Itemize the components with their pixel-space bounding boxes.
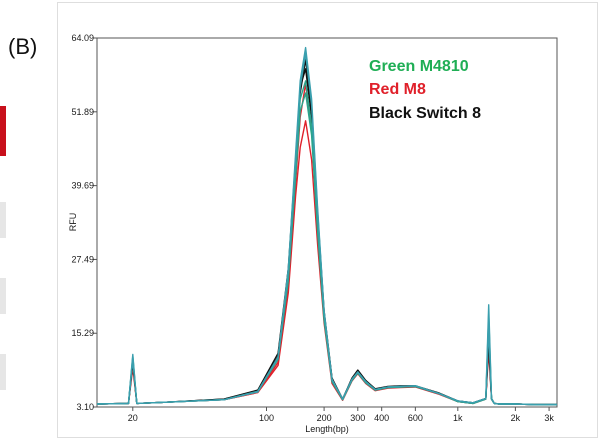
figure-frame (57, 2, 598, 438)
y-axis: 3.10 15.29 27.49 39.69 51.89 64.09 (71, 33, 97, 412)
x-tick-label: 3k (544, 413, 554, 423)
side-marker (0, 354, 6, 390)
side-marker (0, 278, 6, 314)
x-tick-label: 100 (259, 413, 274, 423)
y-tick-label: 3.10 (76, 402, 94, 412)
side-marker-red (0, 106, 6, 156)
y-tick-label: 64.09 (71, 33, 94, 43)
x-tick-label: 400 (374, 413, 389, 423)
y-tick-label: 27.49 (71, 254, 94, 264)
x-tick-label: 2k (511, 413, 521, 423)
series-line-8 (96, 53, 557, 406)
legend-entry-green: Green M4810 (369, 58, 469, 75)
y-tick-label: 15.29 (71, 328, 94, 338)
x-axis: 20 100 200 300 400 600 1k 2k 3k (128, 407, 554, 423)
series-layer (96, 46, 557, 406)
x-tick-label: 600 (408, 413, 423, 423)
x-tick-label: 1k (453, 413, 463, 423)
x-axis-title: Length(bp) (305, 424, 349, 434)
y-axis-title: RFU (68, 213, 78, 232)
x-tick-label: 20 (128, 413, 138, 423)
legend-entry-red: Red M8 (369, 81, 426, 98)
side-marker (0, 202, 6, 238)
legend-entry-black: Black Switch 8 (369, 105, 481, 122)
y-tick-label: 51.89 (71, 107, 94, 117)
x-tick-label: 300 (350, 413, 365, 423)
y-tick-label: 39.69 (71, 181, 94, 191)
panel-label: (B) (8, 34, 38, 59)
x-tick-label: 200 (317, 413, 332, 423)
